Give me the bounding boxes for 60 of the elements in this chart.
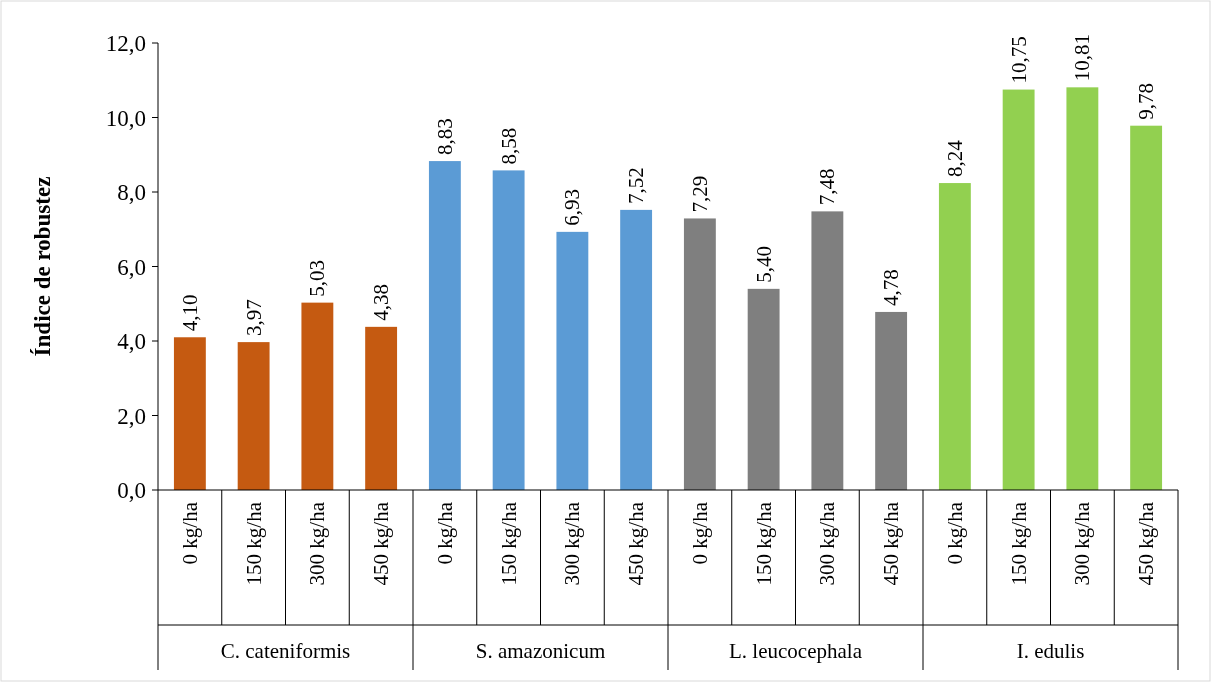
x-tick-label: 150 kg/ha [1006, 501, 1031, 586]
data-label: 7,48 [815, 168, 840, 206]
bar [301, 302, 334, 490]
x-tick-label: 150 kg/ha [496, 501, 521, 586]
data-label: 3,97 [241, 299, 266, 337]
bar [1066, 87, 1099, 490]
y-tick-label: 0,0 [117, 478, 146, 504]
data-label: 4,38 [369, 284, 394, 321]
data-label: 4,78 [879, 269, 904, 306]
y-axis-title: Índice de robustez [30, 176, 55, 357]
x-tick-label: 300 kg/ha [815, 501, 840, 586]
data-label: 5,40 [751, 246, 776, 283]
data-label: 10,81 [1070, 34, 1095, 82]
x-tick-label: 0 kg/ha [942, 501, 967, 565]
data-label: 8,58 [496, 127, 521, 165]
bar [747, 288, 780, 490]
bar [365, 326, 398, 490]
bar [1002, 89, 1035, 490]
x-tick-label: 450 kg/ha [624, 501, 649, 586]
data-label: 5,03 [305, 259, 330, 297]
bar [938, 183, 971, 490]
x-tick-label: 450 kg/ha [369, 501, 394, 586]
data-label: 6,93 [560, 189, 585, 226]
bar [428, 161, 461, 490]
bar [237, 342, 270, 490]
y-tick-label: 12,0 [105, 31, 146, 57]
y-tick-label: 6,0 [117, 254, 146, 280]
bar [1130, 125, 1163, 490]
y-tick-label: 10,0 [105, 105, 146, 131]
text: I. edulis [1016, 639, 1085, 663]
data-label: 9,78 [1134, 82, 1159, 120]
y-tick-label: 8,0 [117, 180, 146, 206]
data-label: 7,52 [624, 167, 649, 204]
y-tick-label: 2,0 [117, 403, 146, 429]
data-label: 7,29 [687, 175, 712, 213]
x-tick-label: 0 kg/ha [177, 501, 202, 565]
bar [620, 209, 653, 490]
x-tick-label: 450 kg/ha [1134, 501, 1159, 586]
x-tick-label: 0 kg/ha [687, 501, 712, 565]
x-tick-label: 300 kg/ha [1070, 501, 1095, 586]
text: S. amazonicum [475, 639, 606, 663]
bar [556, 231, 589, 490]
bar [173, 337, 206, 490]
x-tick-label: 150 kg/ha [241, 501, 266, 586]
data-label: 8,83 [432, 118, 457, 156]
bar [492, 170, 525, 490]
bar [811, 211, 844, 490]
x-tick-label: 150 kg/ha [751, 501, 776, 586]
bar [683, 218, 716, 490]
x-tick-label: 0 kg/ha [432, 501, 457, 565]
x-tick-label: 300 kg/ha [305, 501, 330, 586]
x-tick-label: 450 kg/ha [879, 501, 904, 586]
data-label: 4,10 [177, 294, 202, 332]
data-label: 8,24 [942, 139, 967, 178]
data-label: 10,75 [1006, 36, 1031, 84]
text: C. cateniformis [220, 639, 351, 663]
text: L. leucocephala [729, 639, 863, 663]
x-tick-label: 300 kg/ha [560, 501, 585, 586]
y-tick-label: 4,0 [117, 329, 146, 355]
bar [875, 311, 908, 490]
